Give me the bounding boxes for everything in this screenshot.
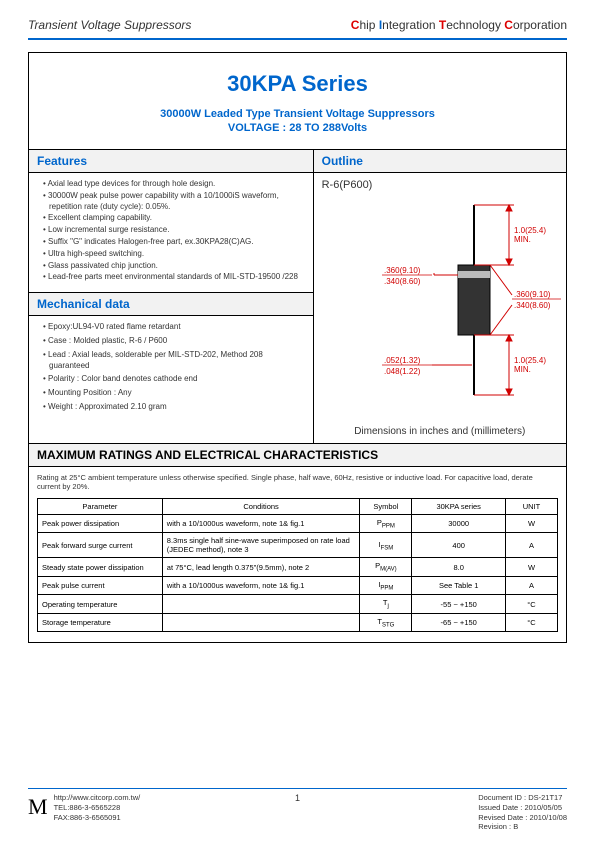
table-cell: W [505, 558, 557, 577]
mechanical-heading: Mechanical data [29, 292, 313, 316]
table-cell: Operating temperature [38, 595, 163, 614]
features-heading: Features [29, 150, 313, 173]
table-cell [162, 595, 360, 614]
svg-text:.360(9.10): .360(9.10) [384, 266, 421, 275]
table-cell: 8.0 [412, 558, 506, 577]
mechanical-item: • Lead : Axial leads, solderable per MIL… [39, 350, 305, 372]
footer-issued: Issued Date : 2010/05/05 [478, 803, 567, 813]
svg-text:MIN.: MIN. [514, 365, 531, 374]
table-header: UNIT [505, 498, 557, 514]
table-cell: Peak forward surge current [38, 533, 163, 558]
features-item: • Low incremental surge resistance. [39, 225, 305, 236]
page-number: 1 [295, 793, 300, 805]
rating-note: Rating at 25°C ambient temperature unles… [29, 467, 566, 496]
header-category: Transient Voltage Suppressors [28, 18, 191, 32]
table-cell: PM(AV) [360, 558, 412, 577]
table-cell: IPPM [360, 576, 412, 595]
table-row: Storage temperature TSTG-65 ~ +150°C [38, 613, 558, 632]
logo-icon: M [28, 793, 48, 822]
footer-revised: Revised Date : 2010/10/08 [478, 813, 567, 823]
mechanical-item: • Weight : Approximated 2.10 gram [39, 402, 305, 413]
table-cell: -65 ~ +150 [412, 613, 506, 632]
table-row: Peak power dissipationwith a 10/1000us w… [38, 514, 558, 533]
table-cell: A [505, 576, 557, 595]
table-header: Symbol [360, 498, 412, 514]
outline-package: R-6(P600) [322, 179, 558, 191]
table-cell: Tj [360, 595, 412, 614]
footer-url: http://www.citcorp.com.tw/ [54, 793, 141, 803]
table-header: 30KPA series [412, 498, 506, 514]
table-cell: 400 [412, 533, 506, 558]
table-row: Peak forward surge current8.3ms single h… [38, 533, 558, 558]
table-row: Operating temperature Tj-55 ~ +150°C [38, 595, 558, 614]
features-item: • Lead-free parts meet environmental sta… [39, 272, 305, 283]
mechanical-list: • Epoxy:UL94-V0 rated flame retardant • C… [29, 316, 313, 424]
table-cell: TSTG [360, 613, 412, 632]
max-ratings-heading: MAXIMUM RATINGS AND ELECTRICAL CHARACTER… [29, 443, 566, 467]
mechanical-item: • Mounting Position : Any [39, 388, 305, 399]
table-cell: IFSM [360, 533, 412, 558]
table-cell: Peak power dissipation [38, 514, 163, 533]
svg-text:1.0(25.4): 1.0(25.4) [514, 356, 546, 365]
svg-text:.052(1.32): .052(1.32) [384, 356, 421, 365]
svg-text:MIN.: MIN. [514, 235, 531, 244]
header-company: Chip Integration Technology Corporation [351, 18, 567, 32]
mechanical-item: • Polarity : Color band denotes cathode … [39, 374, 305, 385]
table-row: Steady state power dissipationat 75°C, l… [38, 558, 558, 577]
table-cell: PPPM [360, 514, 412, 533]
outline-dim-note: Dimensions in inches and (millimeters) [314, 426, 566, 437]
features-item: • 30000W peak pulse power capability wit… [39, 191, 305, 213]
header-rule [28, 38, 567, 40]
table-cell: -55 ~ +150 [412, 595, 506, 614]
footer-fax: FAX:886-3-6565091 [54, 813, 141, 823]
features-item: • Axial lead type devices for through ho… [39, 179, 305, 190]
table-cell: 8.3ms single half sine-wave superimposed… [162, 533, 360, 558]
svg-text:.340(8.60): .340(8.60) [384, 277, 421, 286]
features-list: • Axial lead type devices for through ho… [29, 173, 313, 292]
table-cell: Steady state power dissipation [38, 558, 163, 577]
footer: M http://www.citcorp.com.tw/ TEL:886-3-6… [28, 788, 567, 832]
table-cell: °C [505, 613, 557, 632]
product-subtitle1: 30000W Leaded Type Transient Voltage Sup… [39, 107, 556, 121]
outline-heading: Outline [314, 150, 566, 173]
features-item: • Suffix "G" indicates Halogen-free part… [39, 237, 305, 248]
table-cell: 30000 [412, 514, 506, 533]
table-cell: W [505, 514, 557, 533]
product-subtitle2: VOLTAGE : 28 TO 288Volts [39, 121, 556, 135]
table-cell: Peak pulse current [38, 576, 163, 595]
table-cell: with a 10/1000us waveform, note 1& fig.1 [162, 514, 360, 533]
outline-diagram: 1.0(25.4) MIN. 1.0(25.4) MIN. [314, 195, 566, 418]
dim-lead-top: 1.0(25.4) [514, 226, 546, 235]
table-cell: with a 10/1000us waveform, note 1& fig.1 [162, 576, 360, 595]
mechanical-item: • Epoxy:UL94-V0 rated flame retardant [39, 322, 305, 333]
product-title: 30KPA Series [39, 71, 556, 97]
features-item: • Ultra high-speed switching. [39, 249, 305, 260]
table-cell: °C [505, 595, 557, 614]
svg-text:.360(9.10): .360(9.10) [514, 290, 551, 299]
features-item: • Glass passivated chip junction. [39, 261, 305, 272]
mechanical-item: • Case : Molded plastic, R-6 / P600 [39, 336, 305, 347]
table-cell: at 75°C, lead length 0.375"(9.5mm), note… [162, 558, 360, 577]
table-cell [162, 613, 360, 632]
svg-text:.340(8.60): .340(8.60) [514, 301, 551, 310]
table-cell: A [505, 533, 557, 558]
table-cell: See Table 1 [412, 576, 506, 595]
ratings-table: ParameterConditionsSymbol30KPA seriesUNI… [37, 498, 558, 633]
table-row: Peak pulse currentwith a 10/1000us wavef… [38, 576, 558, 595]
content-frame: 30KPA Series 30000W Leaded Type Transien… [28, 52, 567, 644]
features-item: • Excellent clamping capability. [39, 213, 305, 224]
svg-text:.048(1.22): .048(1.22) [384, 367, 421, 376]
footer-docid: Document ID : DS-21T17 [478, 793, 567, 803]
table-header: Conditions [162, 498, 360, 514]
footer-rev: Revision : B [478, 822, 567, 832]
table-cell: Storage temperature [38, 613, 163, 632]
footer-tel: TEL:886-3-6565228 [54, 803, 141, 813]
table-header: Parameter [38, 498, 163, 514]
